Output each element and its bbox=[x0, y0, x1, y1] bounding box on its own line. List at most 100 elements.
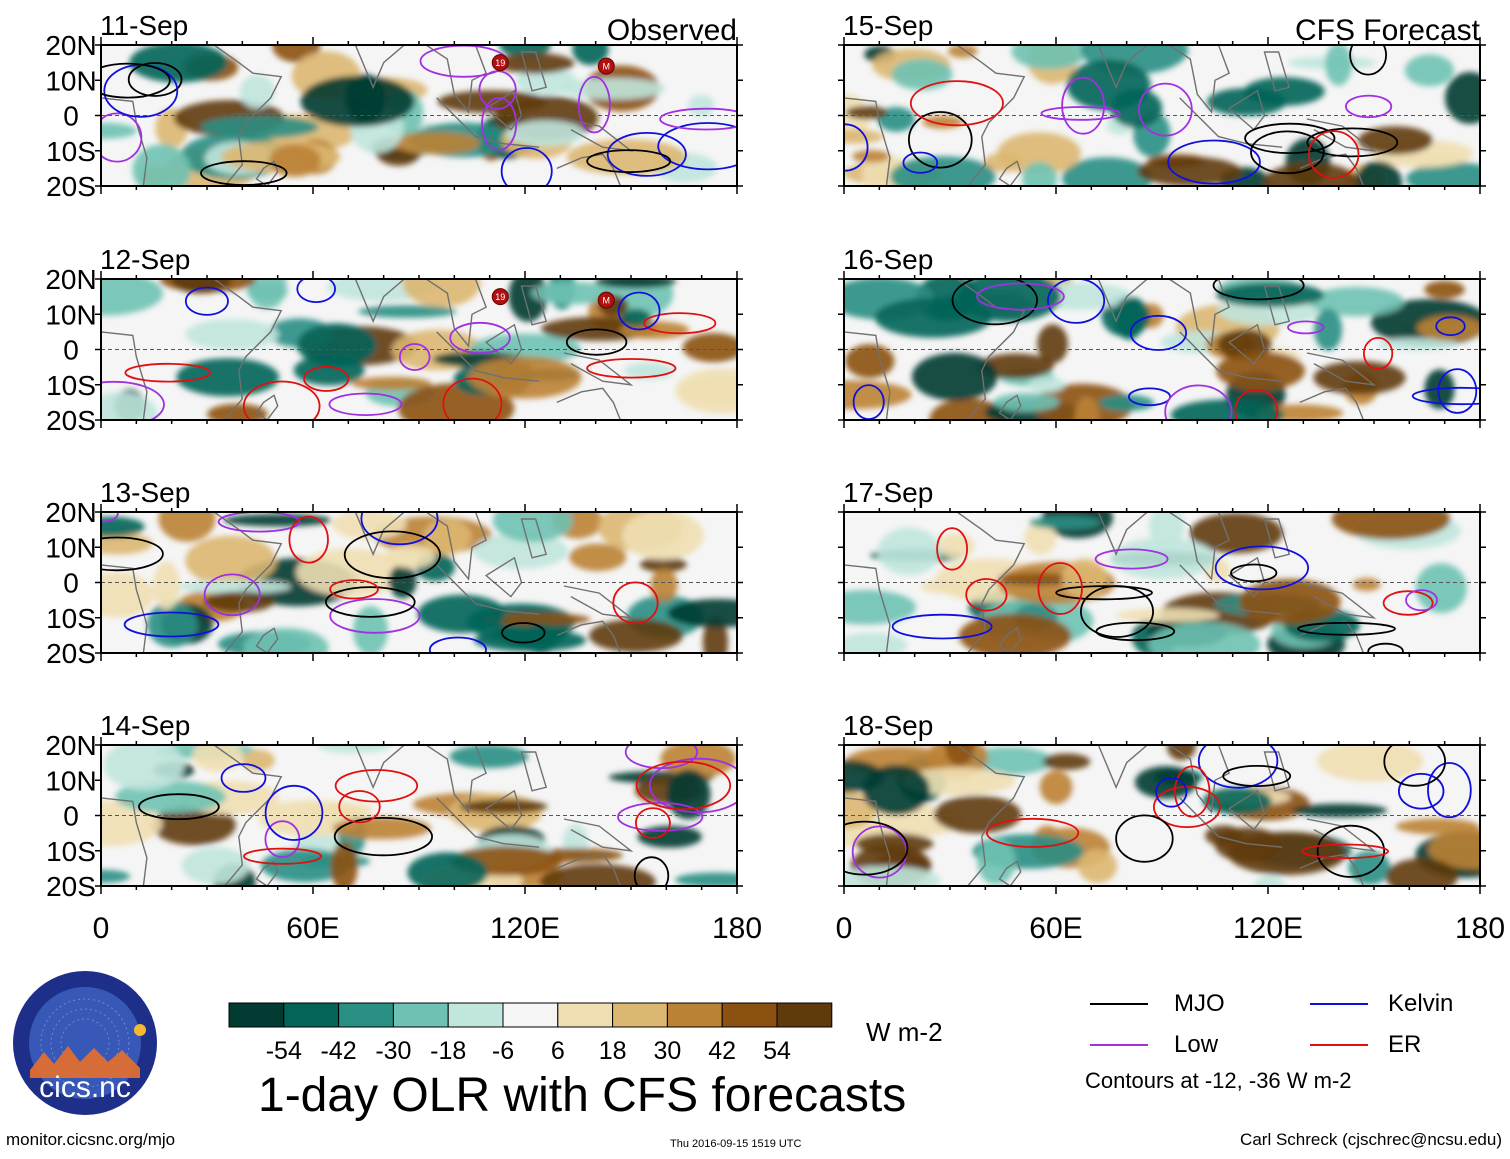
wave-contour bbox=[1214, 545, 1310, 591]
y-tick-label: 20S bbox=[46, 638, 96, 669]
olr-blob bbox=[1037, 324, 1068, 364]
olr-blob bbox=[181, 847, 250, 885]
colorbar-swatch bbox=[721, 1002, 778, 1028]
x-tick-label: 180 bbox=[1455, 912, 1505, 945]
y-tick-label: 0 bbox=[63, 101, 79, 132]
wave-contour bbox=[1115, 814, 1174, 863]
wave-contour bbox=[909, 80, 1004, 127]
olr-blob bbox=[531, 281, 613, 305]
wave-contour bbox=[1164, 384, 1233, 420]
wave-contour bbox=[334, 769, 419, 803]
olr-anomaly-field bbox=[101, 745, 737, 886]
colorbar-tick-label: -42 bbox=[321, 1037, 357, 1065]
wave-contour bbox=[101, 62, 171, 99]
wave-contour bbox=[343, 530, 441, 580]
olr-blob bbox=[1039, 770, 1073, 805]
panel-date: 11-Sep bbox=[100, 10, 188, 41]
olr-blob bbox=[992, 392, 1060, 412]
olr-blob bbox=[1358, 126, 1433, 155]
legend-mjo-line bbox=[1090, 1003, 1148, 1005]
panel-date: 17-Sep bbox=[843, 477, 933, 508]
olr-blob bbox=[402, 279, 481, 308]
olr-blob bbox=[983, 152, 1024, 173]
olr-blob bbox=[101, 122, 137, 139]
y-tick-label: 20N bbox=[45, 264, 96, 295]
wave-contour bbox=[985, 817, 1080, 848]
wave-contour bbox=[220, 763, 267, 793]
olr-blob bbox=[559, 78, 666, 100]
olr-blob bbox=[1110, 537, 1216, 579]
y-tick-label: 10S bbox=[46, 136, 96, 167]
olr-blob bbox=[1024, 522, 1057, 555]
wave-contours bbox=[844, 745, 1472, 879]
olr-anomaly-field bbox=[844, 45, 1480, 186]
wave-contour bbox=[617, 802, 704, 832]
colorbar-swatch bbox=[228, 1002, 285, 1028]
wave-contour bbox=[329, 598, 421, 634]
wave-contour bbox=[328, 392, 403, 417]
olr-blob bbox=[1099, 394, 1155, 412]
olr-blob bbox=[101, 800, 163, 847]
olr-blob bbox=[1313, 361, 1406, 395]
wave-contour bbox=[324, 586, 416, 618]
axis-ticks bbox=[838, 504, 1486, 661]
panel-date: 15-Sep bbox=[843, 10, 933, 41]
wave-contour bbox=[1397, 772, 1445, 810]
wave-contour bbox=[1427, 762, 1472, 819]
olr-blob bbox=[874, 297, 992, 338]
y-tick-label: 10N bbox=[45, 299, 96, 330]
olr-blob bbox=[639, 556, 687, 573]
wave-contour bbox=[123, 611, 220, 638]
olr-blob bbox=[901, 767, 1016, 796]
wave-contours bbox=[138, 745, 737, 886]
panel-16-Sep: 16-Sep bbox=[838, 244, 1486, 428]
wave-contour bbox=[1155, 776, 1188, 808]
panel-date: 14-Sep bbox=[100, 710, 190, 741]
y-tick-label: 20S bbox=[46, 171, 96, 202]
olr-blob bbox=[101, 392, 158, 420]
wave-contour bbox=[329, 579, 379, 600]
olr-blob bbox=[667, 598, 737, 628]
panel-18-Sep: 18-Sep 0 60E 120E 180 bbox=[836, 710, 1505, 945]
olr-blob bbox=[1314, 308, 1343, 351]
footer-url: monitor.cicsnc.org/mjo bbox=[6, 1130, 176, 1149]
olr-blob bbox=[589, 619, 683, 653]
wave-contour bbox=[1437, 368, 1478, 414]
olr-blob bbox=[1406, 162, 1480, 186]
y-tick-label: 20N bbox=[45, 497, 96, 528]
olr-blob bbox=[1325, 45, 1352, 86]
legend-kelvin-line bbox=[1310, 1003, 1368, 1005]
olr-blob bbox=[569, 543, 627, 572]
wave-contour bbox=[1316, 824, 1386, 878]
olr-blob bbox=[417, 594, 507, 634]
y-tick-label: 0 bbox=[63, 801, 79, 832]
x-tick-label: 180 bbox=[712, 912, 762, 945]
wave-contour bbox=[657, 122, 737, 171]
olr-blob bbox=[459, 799, 548, 814]
wave-contour bbox=[1061, 76, 1105, 135]
olr-blob bbox=[390, 131, 481, 155]
olr-blob bbox=[1189, 513, 1283, 554]
wave-contour bbox=[1382, 590, 1434, 616]
wave-contour bbox=[1307, 130, 1360, 179]
olr-blob bbox=[1116, 608, 1220, 623]
legend-er-line bbox=[1310, 1044, 1368, 1046]
olr-blob bbox=[101, 869, 131, 883]
wave-contour bbox=[242, 380, 321, 420]
wave-contour bbox=[1040, 106, 1121, 121]
storm-marker bbox=[597, 57, 615, 75]
wave-contour bbox=[1234, 388, 1279, 420]
olr-blob bbox=[855, 833, 934, 854]
y-tick-label: 10N bbox=[45, 532, 96, 563]
olr-blob bbox=[495, 53, 575, 74]
olr-blob bbox=[911, 352, 998, 401]
colorbar-tick-label: 54 bbox=[763, 1037, 791, 1065]
wave-contours bbox=[891, 527, 1438, 653]
wave-contours bbox=[844, 45, 1399, 185]
wave-contour bbox=[478, 70, 517, 110]
olr-blob bbox=[185, 535, 277, 586]
wave-contour bbox=[501, 622, 546, 644]
wave-contour bbox=[951, 279, 1038, 326]
colorbar-swatch bbox=[392, 1002, 449, 1028]
wave-contour bbox=[1222, 765, 1292, 788]
